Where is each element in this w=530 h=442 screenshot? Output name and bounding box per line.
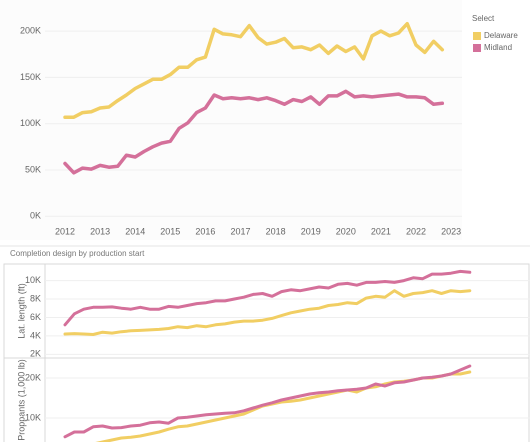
legend-swatch [473,32,481,40]
y-axis-label: Lat. length (ft) [16,283,26,339]
x-tick-label: 2014 [125,226,145,236]
legend-label: Delaware [484,31,518,40]
series-line [63,289,472,336]
x-tick-label: 2021 [371,226,391,236]
x-tick-label: 2016 [195,226,215,236]
y-tick-label: 4K [30,330,41,340]
x-tick-label: 2023 [441,226,461,236]
y-axis-label: Proppants (1,000 lb) [16,359,26,441]
legend-title: Select [472,14,495,23]
x-tick-label: 2022 [406,226,426,236]
y-tick-label: 50K [25,164,41,174]
panel-frame [3,357,530,442]
x-tick-label: 2019 [301,226,321,236]
plot-area [63,21,445,175]
y-tick-label: 150K [20,72,41,82]
y-tick-label: 100K [20,118,41,128]
plot-area [63,364,472,442]
series-line [95,370,472,442]
top-panel [0,0,462,240]
y-tick-label: 6K [30,312,41,322]
series-line [63,364,472,439]
x-tick-label: 2012 [55,226,75,236]
y-tick-label: 20K [25,372,41,382]
x-tick-label: 2017 [230,226,250,236]
y-tick-label: 10K [25,412,41,422]
series-line [63,89,445,175]
section-title: Completion design by production start [10,249,145,258]
x-tick-label: 2015 [160,226,180,236]
x-tick-label: 2020 [336,226,356,236]
series-line [63,21,445,119]
y-tick-label: 2K [30,349,41,359]
legend-label: Midland [484,43,512,52]
plot-area [63,269,472,336]
series-line [63,269,472,327]
y-tick-label: 8K [30,293,41,303]
x-tick-label: 2013 [90,226,110,236]
x-tick-label: 2018 [266,226,286,236]
y-tick-label: 200K [20,26,41,36]
legend-swatch [473,44,481,52]
y-tick-label: 10K [25,275,41,285]
y-tick-label: 0K [30,211,41,221]
